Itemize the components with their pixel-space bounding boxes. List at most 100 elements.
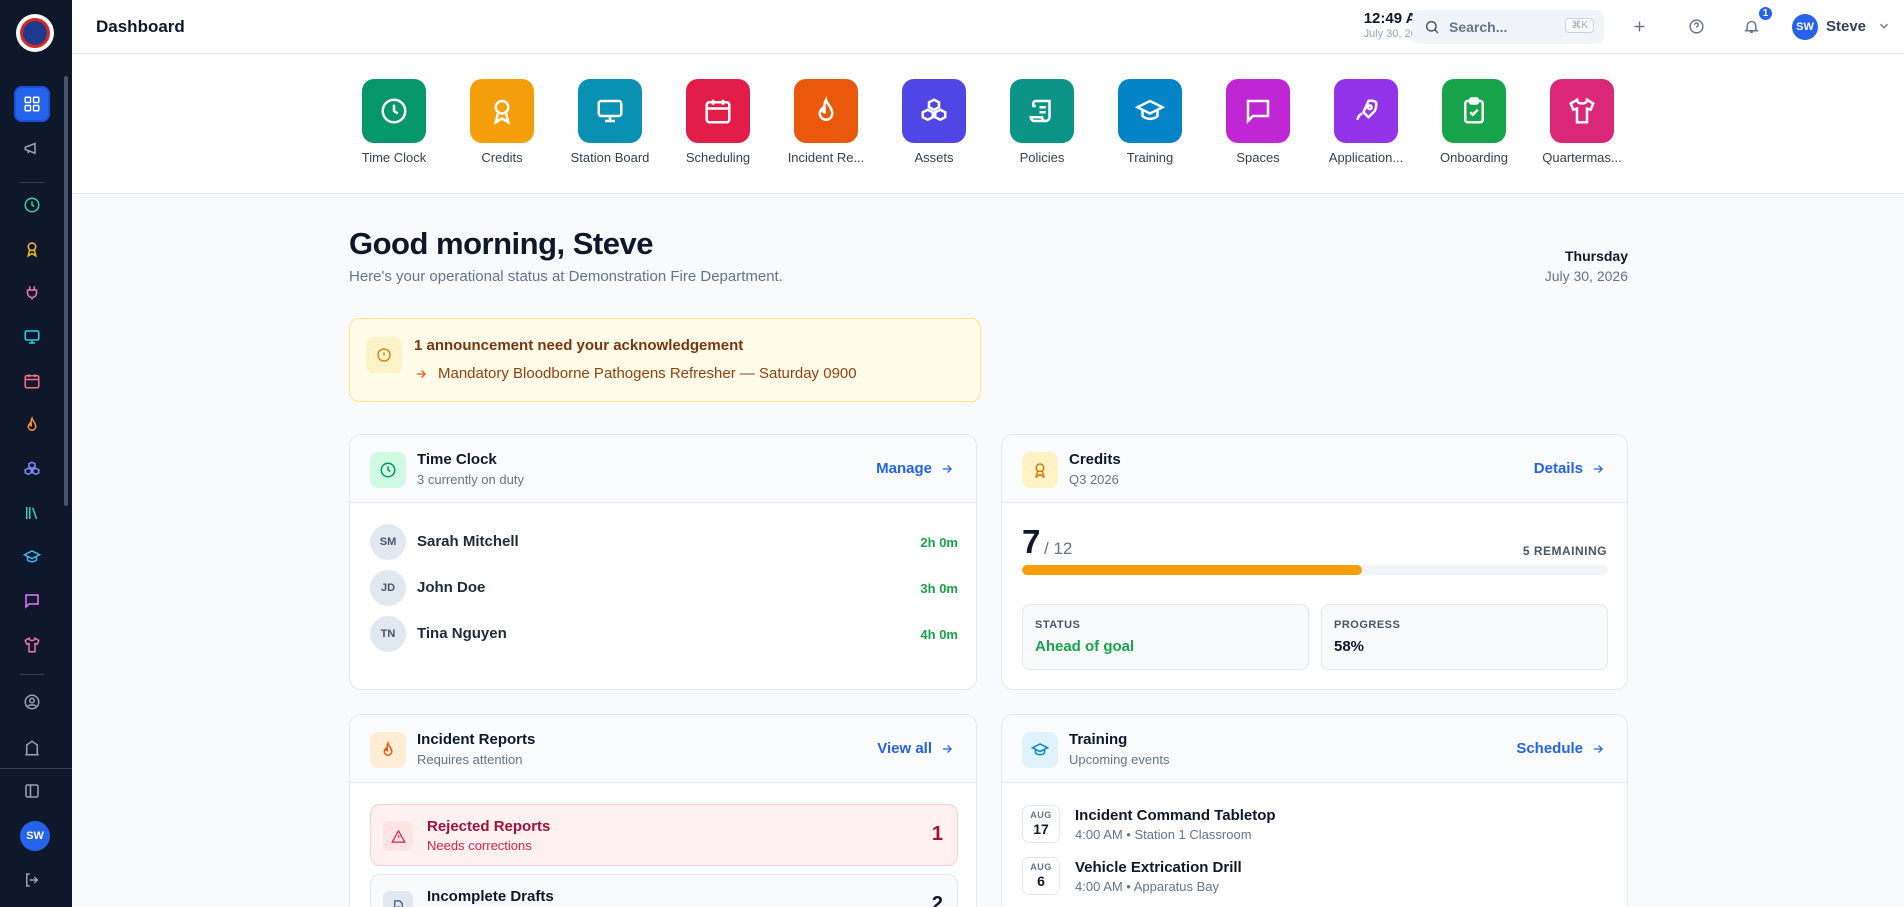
full-date: July 30, 2026 [1544, 268, 1628, 284]
app-scheduling[interactable]: Scheduling [668, 79, 768, 165]
app-policies[interactable]: Policies [992, 79, 1092, 165]
card-subtitle: Q3 2026 [1069, 472, 1119, 487]
search-input[interactable]: Search... ⌘K [1412, 10, 1604, 44]
training-event[interactable]: AUG 17 Incident Command Tabletop 4:00 AM… [1022, 805, 1608, 849]
app-time-clock[interactable]: Time Clock [344, 79, 444, 165]
announcement-banner: 1 announcement need your acknowledgement… [349, 318, 981, 402]
sidebar-item-training[interactable] [14, 539, 50, 575]
award-icon [1022, 452, 1058, 488]
list-item[interactable]: SM Sarah Mitchell 2h 0m [370, 524, 958, 562]
announcement-item[interactable]: Mandatory Bloodborne Pathogens Refresher… [414, 365, 857, 382]
card-subtitle: 3 currently on duty [417, 472, 524, 487]
credits-earned: 7 [1022, 523, 1041, 560]
avatar: TN [370, 616, 406, 652]
shirt-icon [24, 636, 40, 653]
event-detail: 4:00 AM • Apparatus Bay [1075, 879, 1220, 894]
calendar-icon [24, 374, 40, 389]
training-event[interactable]: AUG 6 Vehicle Extrication Drill 4:00 AM … [1022, 857, 1608, 901]
sidebar-collapse-icon [25, 784, 39, 798]
app-applications[interactable]: Application... [1316, 79, 1416, 165]
status-box: STATUS Ahead of goal [1022, 604, 1309, 670]
sidebar-scrollbar[interactable] [64, 76, 68, 506]
sidebar-item-library[interactable] [14, 495, 50, 531]
event-title: Incident Command Tabletop [1075, 807, 1276, 824]
event-title: Vehicle Extrication Drill [1075, 859, 1242, 876]
message-icon [1246, 99, 1270, 125]
clock-icon [381, 98, 407, 124]
app-credits[interactable]: Credits [452, 79, 552, 165]
app-station-board[interactable]: Station Board [560, 79, 660, 165]
sidebar-item-profile[interactable] [14, 684, 50, 720]
app-label: Training [1126, 150, 1174, 165]
boxes-icon [921, 98, 947, 122]
plus-icon [1634, 21, 1644, 31]
list-item[interactable]: TN Tina Nguyen 4h 0m [370, 616, 958, 654]
app-label: Time Clock [361, 150, 427, 165]
progress-value: 58% [1334, 638, 1365, 655]
sidebar-item-credits[interactable] [14, 231, 50, 267]
notification-badge: 1 [1757, 5, 1774, 22]
sidebar: SW [0, 0, 72, 907]
award-icon [27, 242, 37, 258]
event-day: 6 [1037, 873, 1045, 889]
manage-link[interactable]: Manage [876, 460, 954, 477]
sidebar-item-organization[interactable] [14, 738, 50, 758]
app-incident-reports[interactable]: Incident Re... [776, 79, 876, 165]
add-button[interactable] [1628, 15, 1650, 37]
sidebar-item-station-board[interactable] [14, 319, 50, 355]
sidebar-item-scheduling[interactable] [14, 363, 50, 399]
department-badge-logo[interactable] [16, 14, 54, 52]
app-assets[interactable]: Assets [884, 79, 984, 165]
help-button[interactable] [1685, 15, 1707, 37]
list-item[interactable]: JD John Doe 3h 0m [370, 570, 958, 608]
sidebar-collapse-button[interactable] [14, 773, 50, 809]
link-label: View all [877, 740, 932, 757]
app-quartermaster[interactable]: Quartermas... [1532, 79, 1632, 165]
app-training[interactable]: Training [1100, 79, 1200, 165]
sidebar-item-time-clock[interactable] [14, 187, 50, 223]
link-label: Schedule [1516, 740, 1583, 757]
clock-icon [370, 452, 406, 488]
sidebar-item-announcements[interactable] [14, 130, 50, 166]
row-count: 1 [931, 823, 943, 845]
view-all-link[interactable]: View all [877, 740, 954, 757]
avatar: SM [370, 524, 406, 560]
message-icon [25, 594, 39, 609]
duration: 2h 0m [920, 535, 958, 550]
person-name: Tina Nguyen [417, 625, 507, 642]
user-name[interactable]: Steve [1826, 18, 1867, 35]
card-subtitle: Upcoming events [1069, 752, 1170, 767]
event-day: 17 [1033, 821, 1049, 837]
app-label: Spaces [1236, 150, 1280, 165]
user-avatar[interactable]: SW [1792, 14, 1818, 40]
sidebar-item-dashboard[interactable] [14, 86, 50, 122]
card-title: Credits [1069, 451, 1121, 468]
notifications-button[interactable] [1740, 15, 1762, 37]
rocket-icon [1356, 99, 1378, 121]
sidebar-item-integrations[interactable] [14, 275, 50, 311]
app-spaces[interactable]: Spaces [1208, 79, 1308, 165]
flame-icon [27, 416, 37, 431]
card-title: Time Clock [417, 451, 497, 468]
app-label: Credits [481, 150, 523, 165]
sidebar-item-incidents[interactable] [14, 407, 50, 443]
sidebar-avatar[interactable]: SW [20, 821, 50, 851]
sidebar-item-quartermaster[interactable] [14, 627, 50, 663]
date-display: Thursday July 30, 2026 [1545, 248, 1628, 284]
details-link[interactable]: Details [1534, 460, 1605, 477]
event-detail: 4:00 AM • Station 1 Classroom [1075, 827, 1252, 842]
greeting-subtitle: Here's your operational status at Demons… [349, 268, 783, 285]
app-label: Incident Re... [787, 150, 865, 165]
rejected-reports-row[interactable]: Rejected Reports Needs corrections 1 [370, 804, 958, 866]
schedule-link[interactable]: Schedule [1516, 740, 1605, 757]
clock-icon [24, 197, 40, 213]
card-title: Incident Reports [417, 731, 536, 748]
incomplete-drafts-row[interactable]: Incomplete Drafts 2 [370, 874, 958, 907]
sidebar-item-spaces[interactable] [14, 583, 50, 619]
sidebar-item-assets[interactable] [14, 451, 50, 487]
chevron-down-icon[interactable] [1877, 19, 1891, 33]
search-icon [1425, 20, 1439, 34]
link-label: Details [1533, 460, 1583, 477]
app-onboarding[interactable]: Onboarding [1424, 79, 1524, 165]
logout-button[interactable] [14, 862, 50, 898]
